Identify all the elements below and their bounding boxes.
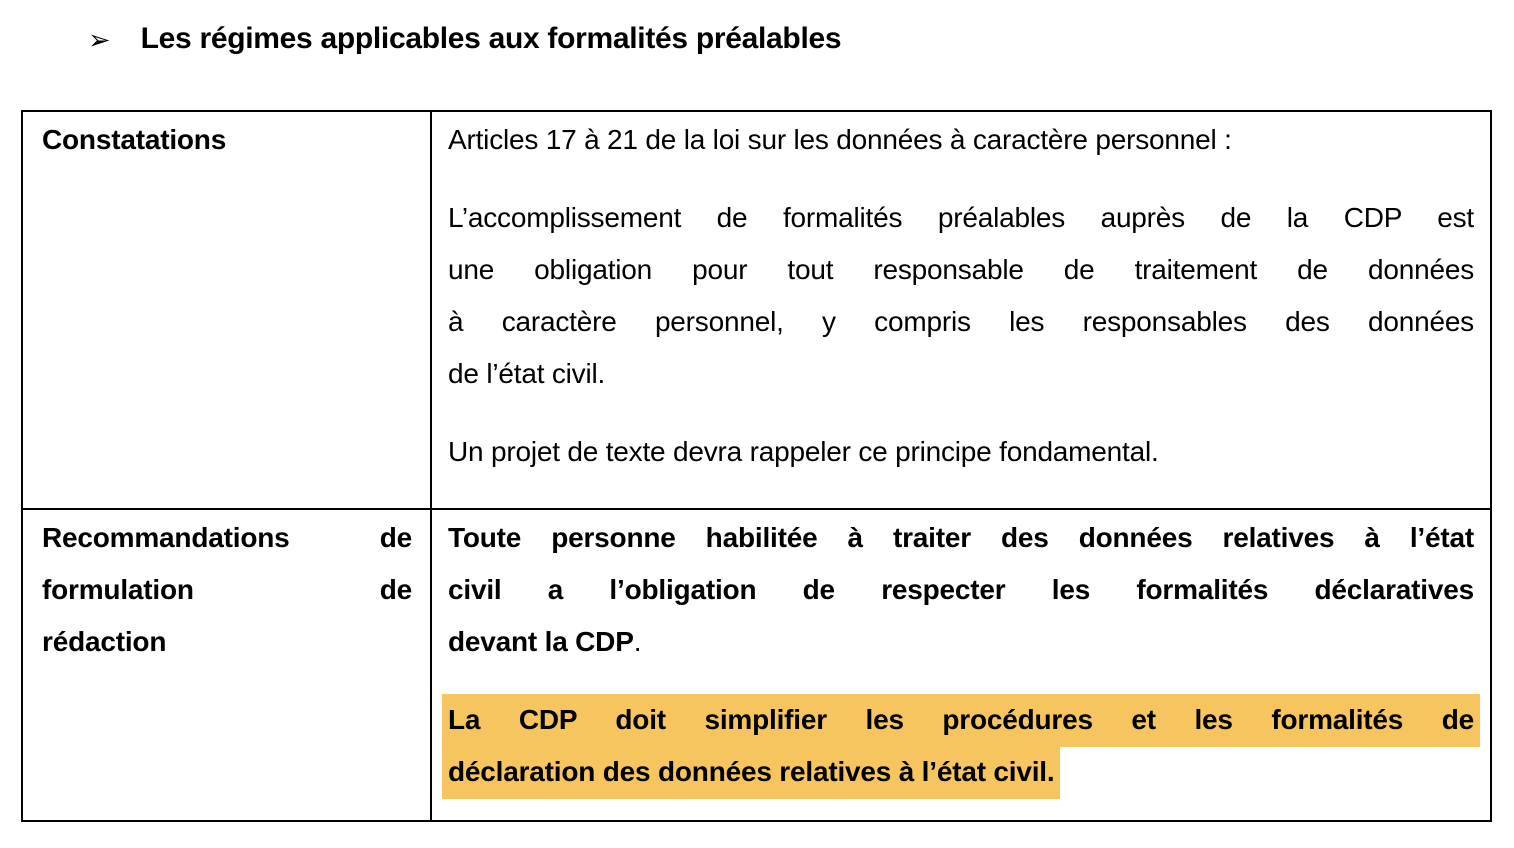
text-line: civil a l’obligation de respecter les fo… [448, 574, 1474, 605]
paragraph: L’accomplissement de formalités préalabl… [448, 192, 1474, 400]
constatations-content-cell: Articles 17 à 21 de la loi sur les donné… [430, 110, 1492, 510]
paragraph: Articles 17 à 21 de la loi sur les donné… [448, 114, 1474, 166]
recommandations-content-cell: Toute personne habilitée à traiter des d… [430, 508, 1492, 822]
highlighted-paragraph: La CDP doit simplifier les procédures et… [442, 694, 1480, 799]
highlight-span: La CDP doit simplifier les procédures et… [442, 694, 1480, 747]
row-label-line: rédaction [42, 626, 167, 657]
recommandations-label-cell: Recommandations de formulation de rédact… [21, 508, 432, 822]
paragraph: Toute personne habilitée à traiter des d… [448, 512, 1474, 668]
highlighted-text-line: déclaration des données relatives à l’ét… [442, 746, 1474, 799]
text-line: de l’état civil. [448, 358, 606, 389]
table-row-recommandations: Recommandations de formulation de rédact… [21, 508, 1492, 822]
text-line: Un projet de texte devra rappeler ce pri… [448, 436, 1159, 467]
highlighted-text-line: La CDP doit simplifier les procédures et… [442, 694, 1480, 747]
text-line: L’accomplissement de formalités préalabl… [448, 202, 1474, 233]
bold-text: devant la CDP [448, 626, 634, 657]
text-line: devant la CDP. [448, 616, 1474, 668]
highlight-span: déclaration des données relatives à l’ét… [442, 746, 1061, 799]
arrow-bullet-icon: ➢ [88, 24, 111, 55]
text-line: Toute personne habilitée à traiter des d… [448, 522, 1474, 553]
paragraph: Un projet de texte devra rappeler ce pri… [448, 426, 1474, 478]
row-label-line: formulation de [42, 574, 412, 605]
constatations-label-cell: Constatations [21, 110, 432, 510]
row-label: Constatations [42, 124, 227, 155]
section-heading: ➢ Les régimes applicables aux formalités… [88, 22, 842, 56]
text-line: Articles 17 à 21 de la loi sur les donné… [448, 124, 1232, 155]
section-heading-title: Les régimes applicables aux formalités p… [140, 22, 842, 55]
recommendations-table: Constatations Articles 17 à 21 de la loi… [21, 110, 1492, 822]
text-line: à caractère personnel, y compris les res… [448, 306, 1474, 337]
table-row-constatations: Constatations Articles 17 à 21 de la loi… [21, 110, 1492, 510]
row-label-line: Recommandations de [42, 522, 412, 553]
text-line: une obligation pour tout responsable de … [448, 254, 1474, 285]
period-text: . [633, 626, 642, 657]
